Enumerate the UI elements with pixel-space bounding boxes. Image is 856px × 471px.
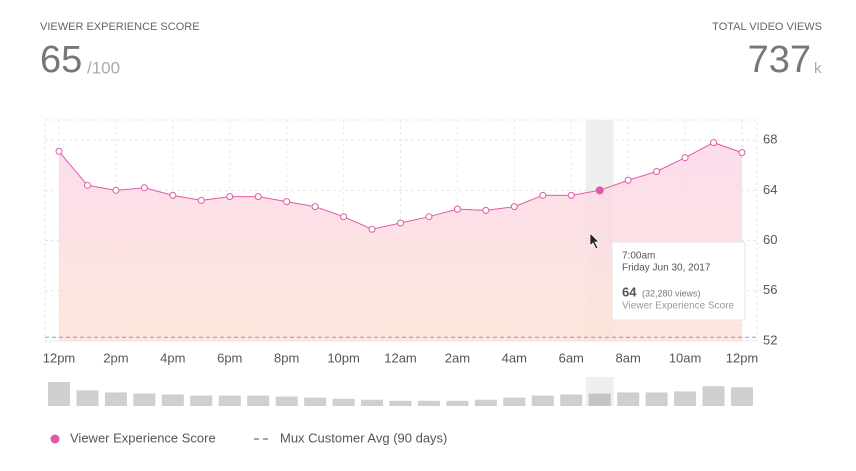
x-tick-label: 8pm <box>274 350 299 365</box>
point <box>710 139 718 147</box>
tooltip-time: 7:00am <box>622 251 655 262</box>
x-tick-label: 6am <box>559 350 584 365</box>
tooltip-series: Viewer Experience Score <box>622 301 735 312</box>
point <box>539 191 547 199</box>
point <box>55 147 63 155</box>
point <box>311 203 319 211</box>
x-tick-label: 4am <box>502 350 527 365</box>
tooltip-value: 64 <box>622 284 637 299</box>
views-suffix: k <box>814 60 822 77</box>
point <box>254 193 262 201</box>
point <box>397 219 404 227</box>
views-bar <box>275 396 298 406</box>
x-tick-label: 4pm <box>160 350 185 365</box>
x-tick-label: 10pm <box>327 350 360 365</box>
point <box>169 191 177 199</box>
views-bar <box>474 399 497 406</box>
views-bar <box>417 400 440 406</box>
views-bar <box>560 394 583 406</box>
views-bar <box>332 398 355 406</box>
views-bar <box>48 382 70 406</box>
views-bar <box>76 390 99 406</box>
y-tick-label: 52 <box>763 332 777 347</box>
views-bar <box>531 395 554 406</box>
views-title: TOTAL VIDEO VIEWS <box>712 21 822 33</box>
views: 737 <box>748 39 811 81</box>
y-tick-label: 60 <box>763 232 777 247</box>
point <box>624 176 632 184</box>
point <box>340 213 348 221</box>
views-bar <box>389 400 412 406</box>
point <box>226 193 234 201</box>
area <box>59 142 742 341</box>
point <box>83 181 91 189</box>
views-bar <box>304 397 327 406</box>
legend-dot <box>50 434 60 444</box>
score-title: VIEWER EXPERIENCE SCORE <box>40 21 200 33</box>
point <box>197 196 205 204</box>
x-tick-label: 12am <box>384 350 417 365</box>
point <box>738 149 746 157</box>
point <box>425 213 433 221</box>
point <box>283 198 291 206</box>
y-tick-label: 68 <box>763 132 777 147</box>
point <box>453 205 461 213</box>
x-tick-label: 12pm <box>726 350 759 365</box>
views-bar <box>247 395 270 406</box>
views-bar <box>161 394 184 406</box>
views-bar <box>645 392 668 406</box>
x-tick-label: 8am <box>616 350 641 365</box>
views-bar <box>133 393 156 406</box>
legend-label[interactable]: Viewer Experience Score <box>70 430 216 445</box>
plot: 52 56 60 64 68 12pm 2pm 4pm 6pm 8pm 10pm 12am 2am 4am… <box>43 119 777 406</box>
views-bar <box>588 393 611 406</box>
x-tick-label: 12pm <box>43 350 76 365</box>
views-bar <box>503 397 526 406</box>
tooltip-views: (32,280 views) <box>642 288 701 298</box>
views-bar <box>446 400 469 406</box>
point <box>140 184 148 192</box>
cursor <box>589 232 600 250</box>
x-tick-label: 2pm <box>103 350 128 365</box>
tooltip-box <box>611 241 746 321</box>
point <box>653 167 661 175</box>
x-tick-label: 10am <box>669 350 702 365</box>
y-tick-label: 56 <box>763 282 777 297</box>
views-bar <box>104 392 127 406</box>
views-bar <box>674 391 697 406</box>
point <box>482 206 490 214</box>
tooltip-date: Friday Jun 30, 2017 <box>622 263 711 274</box>
x-tick-label: 2am <box>445 350 470 365</box>
point <box>510 203 518 211</box>
views-bar <box>361 399 384 406</box>
x-tick-label: 6pm <box>217 350 242 365</box>
legend-label[interactable]: Mux Customer Avg (90 days) <box>280 430 447 445</box>
views-bar <box>617 392 640 406</box>
point <box>112 186 120 194</box>
point <box>567 191 575 199</box>
views-bar <box>702 386 725 406</box>
views-bar <box>190 395 213 406</box>
point <box>368 225 376 233</box>
views-bar <box>731 387 753 406</box>
score: 65 <box>40 39 82 81</box>
point <box>595 186 604 195</box>
tooltip: 7:00am Friday Jun 30, 2017 64 (32,280 vi… <box>611 241 746 321</box>
views-bar <box>218 395 241 406</box>
score-suffix: /100 <box>87 58 120 77</box>
y-tick-label: 64 <box>763 182 777 197</box>
point <box>681 154 689 162</box>
